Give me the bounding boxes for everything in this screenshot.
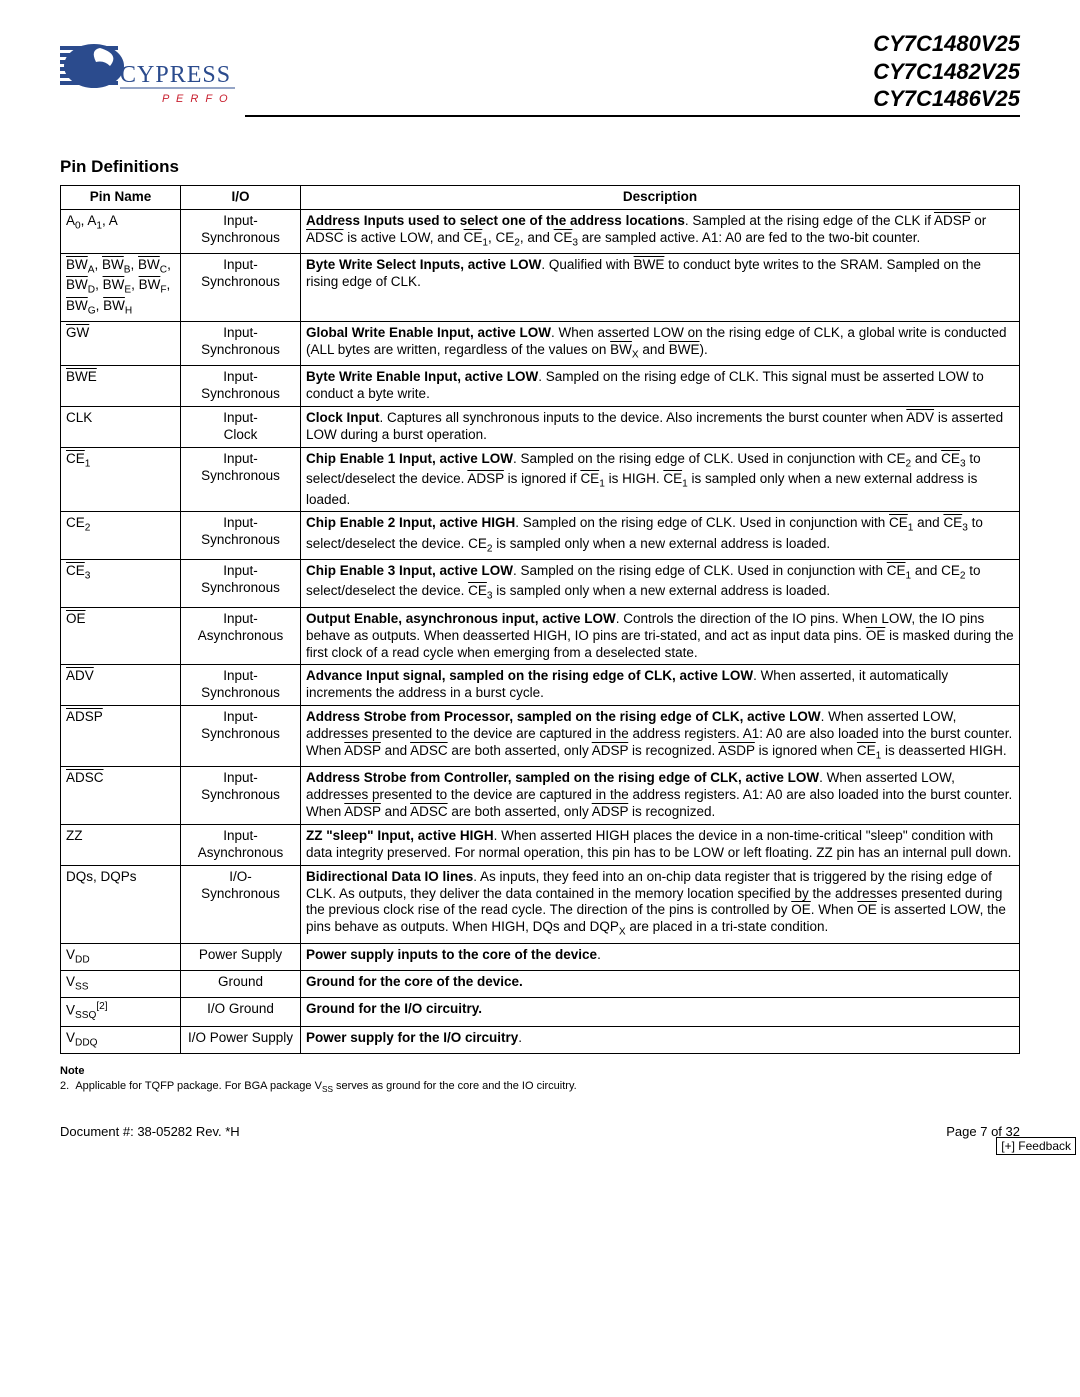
- pin-name-cell: A0, A1, A: [61, 209, 181, 253]
- feedback-button[interactable]: [+] Feedback: [996, 1137, 1076, 1155]
- description-cell: Address Strobe from Processor, sampled o…: [301, 706, 1020, 767]
- io-cell: Input-Asynchronous: [181, 824, 301, 865]
- table-row: VSSGroundGround for the core of the devi…: [61, 970, 1020, 997]
- io-cell: Ground: [181, 970, 301, 997]
- io-cell: Input-Synchronous: [181, 366, 301, 407]
- col-header-pin: Pin Name: [61, 186, 181, 210]
- description-cell: Advance Input signal, sampled on the ris…: [301, 665, 1020, 706]
- table-row: A0, A1, AInput-SynchronousAddress Inputs…: [61, 209, 1020, 253]
- io-cell: Input-Synchronous: [181, 254, 301, 322]
- table-row: CLKInput-ClockClock Input. Captures all …: [61, 407, 1020, 448]
- pin-name-cell: GW: [61, 322, 181, 366]
- description-cell: Address Inputs used to select one of the…: [301, 209, 1020, 253]
- description-cell: Address Strobe from Controller, sampled …: [301, 767, 1020, 825]
- description-cell: Power supply inputs to the core of the d…: [301, 943, 1020, 970]
- description-cell: Bidirectional Data IO lines. As inputs, …: [301, 865, 1020, 943]
- description-cell: Byte Write Enable Input, active LOW. Sam…: [301, 366, 1020, 407]
- description-cell: Ground for the I/O circuitry.: [301, 998, 1020, 1027]
- description-cell: Ground for the core of the device.: [301, 970, 1020, 997]
- part-number-3: CY7C1486V25: [873, 85, 1020, 113]
- logo-text: CYPRESS: [120, 62, 231, 88]
- table-row: CE1Input-SynchronousChip Enable 1 Input,…: [61, 447, 1020, 512]
- table-header-row: Pin Name I/O Description: [61, 186, 1020, 210]
- section-title: Pin Definitions: [60, 157, 1020, 177]
- pin-name-cell: BWA, BWB, BWC, BWD, BWE, BWF, BWG, BWH: [61, 254, 181, 322]
- io-cell: I/O-Synchronous: [181, 865, 301, 943]
- pin-name-cell: VSS: [61, 970, 181, 997]
- pin-name-cell: DQs, DQPs: [61, 865, 181, 943]
- page-header: CYPRESS P E R F O R M CY7C1480V25 CY7C14…: [60, 30, 1020, 115]
- part-number-1: CY7C1480V25: [873, 30, 1020, 58]
- description-cell: Chip Enable 2 Input, active HIGH. Sample…: [301, 512, 1020, 560]
- footnote: Note 2. Applicable for TQFP package. For…: [60, 1064, 1020, 1095]
- table-row: BWA, BWB, BWC, BWD, BWE, BWF, BWG, BWHIn…: [61, 254, 1020, 322]
- table-row: GWInput-SynchronousGlobal Write Enable I…: [61, 322, 1020, 366]
- description-cell: Power supply for the I/O circuitry.: [301, 1027, 1020, 1054]
- pin-name-cell: VDDQ: [61, 1027, 181, 1054]
- part-number-2: CY7C1482V25: [873, 58, 1020, 86]
- header-rule: [245, 115, 1020, 117]
- description-cell: Global Write Enable Input, active LOW. W…: [301, 322, 1020, 366]
- note-number: 2.: [60, 1080, 69, 1092]
- logo: CYPRESS P E R F O R M: [60, 30, 235, 115]
- part-numbers: CY7C1480V25 CY7C1482V25 CY7C1486V25: [873, 30, 1020, 113]
- table-row: VDDQI/O Power SupplyPower supply for the…: [61, 1027, 1020, 1054]
- description-cell: ZZ "sleep" Input, active HIGH. When asse…: [301, 824, 1020, 865]
- note-text: Applicable for TQFP package. For BGA pac…: [75, 1080, 576, 1092]
- io-cell: I/O Ground: [181, 998, 301, 1027]
- table-row: VDDPower SupplyPower supply inputs to th…: [61, 943, 1020, 970]
- pin-name-cell: ADV: [61, 665, 181, 706]
- doc-number: Document #: 38-05282 Rev. *H: [60, 1124, 240, 1139]
- pin-name-cell: CE1: [61, 447, 181, 512]
- io-cell: Input-Asynchronous: [181, 607, 301, 665]
- table-row: OEInput-AsynchronousOutput Enable, async…: [61, 607, 1020, 665]
- io-cell: Input-Clock: [181, 407, 301, 448]
- table-row: BWEInput-SynchronousByte Write Enable In…: [61, 366, 1020, 407]
- io-cell: Input-Synchronous: [181, 512, 301, 560]
- pin-name-cell: ZZ: [61, 824, 181, 865]
- pin-definitions-table: Pin Name I/O Description A0, A1, AInput-…: [60, 185, 1020, 1054]
- table-row: ZZInput-AsynchronousZZ "sleep" Input, ac…: [61, 824, 1020, 865]
- io-cell: Input-Synchronous: [181, 706, 301, 767]
- io-cell: I/O Power Supply: [181, 1027, 301, 1054]
- io-cell: Input-Synchronous: [181, 322, 301, 366]
- io-cell: Power Supply: [181, 943, 301, 970]
- pin-name-cell: BWE: [61, 366, 181, 407]
- description-cell: Chip Enable 3 Input, active LOW. Sampled…: [301, 560, 1020, 608]
- io-cell: Input-Synchronous: [181, 767, 301, 825]
- table-row: VSSQ[2]I/O GroundGround for the I/O circ…: [61, 998, 1020, 1027]
- col-header-desc: Description: [301, 186, 1020, 210]
- table-row: ADSCInput-SynchronousAddress Strobe from…: [61, 767, 1020, 825]
- pin-name-cell: CE2: [61, 512, 181, 560]
- cypress-logo-icon: CYPRESS P E R F O R M: [60, 40, 235, 115]
- pin-name-cell: VDD: [61, 943, 181, 970]
- table-row: CE3Input-SynchronousChip Enable 3 Input,…: [61, 560, 1020, 608]
- io-cell: Input-Synchronous: [181, 209, 301, 253]
- description-cell: Output Enable, asynchronous input, activ…: [301, 607, 1020, 665]
- logo-tagline: P E R F O R M: [162, 93, 235, 105]
- pin-name-cell: CE3: [61, 560, 181, 608]
- table-row: CE2Input-SynchronousChip Enable 2 Input,…: [61, 512, 1020, 560]
- description-cell: Clock Input. Captures all synchronous in…: [301, 407, 1020, 448]
- pin-name-cell: OE: [61, 607, 181, 665]
- pin-name-cell: ADSC: [61, 767, 181, 825]
- description-cell: Byte Write Select Inputs, active LOW. Qu…: [301, 254, 1020, 322]
- description-cell: Chip Enable 1 Input, active LOW. Sampled…: [301, 447, 1020, 512]
- table-row: ADVInput-SynchronousAdvance Input signal…: [61, 665, 1020, 706]
- io-cell: Input-Synchronous: [181, 665, 301, 706]
- col-header-io: I/O: [181, 186, 301, 210]
- note-heading: Note: [60, 1065, 84, 1077]
- table-row: DQs, DQPsI/O-SynchronousBidirectional Da…: [61, 865, 1020, 943]
- table-row: ADSPInput-SynchronousAddress Strobe from…: [61, 706, 1020, 767]
- pin-name-cell: VSSQ[2]: [61, 998, 181, 1027]
- pin-name-cell: ADSP: [61, 706, 181, 767]
- io-cell: Input-Synchronous: [181, 447, 301, 512]
- io-cell: Input-Synchronous: [181, 560, 301, 608]
- page-footer: Document #: 38-05282 Rev. *H Page 7 of 3…: [60, 1124, 1020, 1139]
- pin-name-cell: CLK: [61, 407, 181, 448]
